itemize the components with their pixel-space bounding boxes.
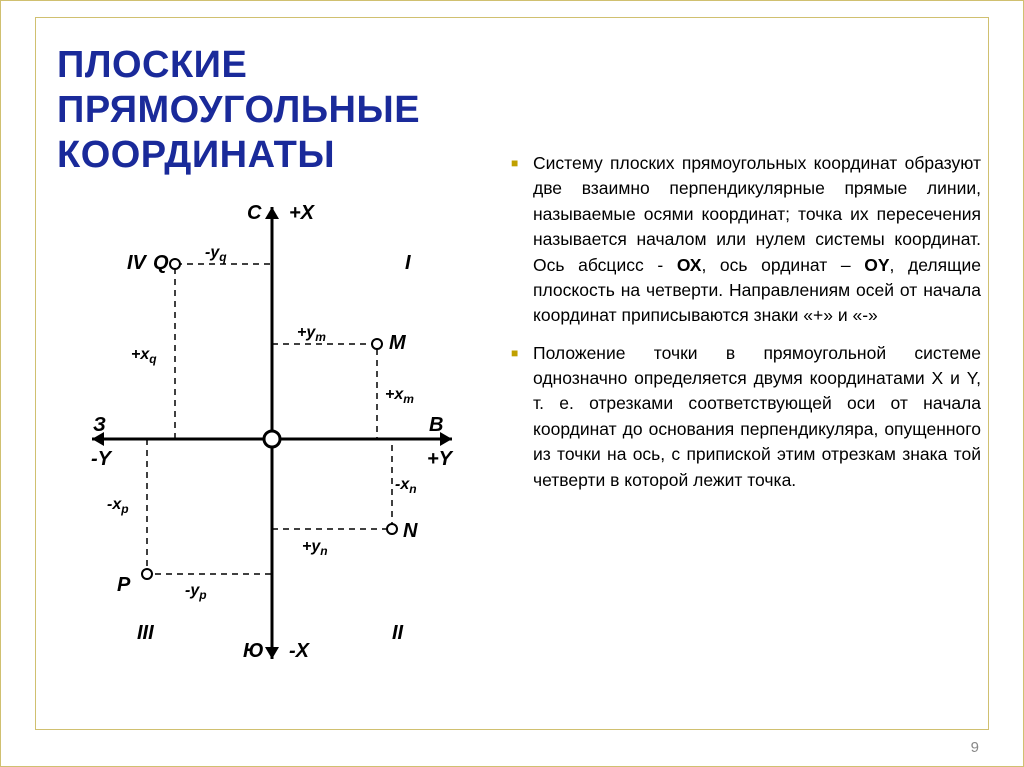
quad-2: II [392,622,404,644]
lbl-plus-y: +Y [427,448,454,470]
pt-P: P [117,574,131,596]
bullet-item: ■ Положение точки в прямоугольной систем… [511,341,981,493]
quad-3: III [137,622,154,644]
lbl-yp: -yp [185,582,207,602]
quad-1: I [405,252,411,274]
bullet-list: ■ Систему плоских прямоугольных координа… [511,151,981,505]
pt-N: N [403,520,418,542]
lbl-xn: -xn [395,476,417,496]
lbl-C: С [247,202,262,224]
lbl-Yu: Ю [243,640,264,662]
lbl-ym: +ym [297,324,326,344]
coordinate-diagram: +X С +Y В -Y З -X Ю I II III IV M +ym +x… [57,169,487,669]
lbl-min-x: -X [289,640,311,662]
quad-4: IV [127,252,148,274]
lbl-3: З [93,414,106,436]
lbl-xq: +xq [131,346,157,366]
pt-Q: Q [153,252,169,274]
lbl-plus-x: +X [289,202,316,224]
lbl-xp: -xp [107,496,129,516]
pt-M: M [389,332,407,354]
lbl-yn: +yn [302,538,328,558]
lbl-min-y: -Y [91,448,113,470]
bullet-text: Положение точки в прямоугольной системе … [533,341,981,493]
lbl-xm: +xm [385,386,414,406]
bullet-text: Систему плоских прямоугольных координат … [533,151,981,329]
lbl-B: В [429,414,443,436]
lbl-yq: -yq [205,244,227,264]
bullet-item: ■ Систему плоских прямоугольных координа… [511,151,981,329]
bullet-icon: ■ [511,341,533,493]
bullet-icon: ■ [511,151,533,329]
slide: ПЛОСКИЕ ПРЯМОУГОЛЬНЫЕ КООРДИНАТЫ ■ Систе… [0,0,1024,767]
page-number: 9 [971,739,979,756]
